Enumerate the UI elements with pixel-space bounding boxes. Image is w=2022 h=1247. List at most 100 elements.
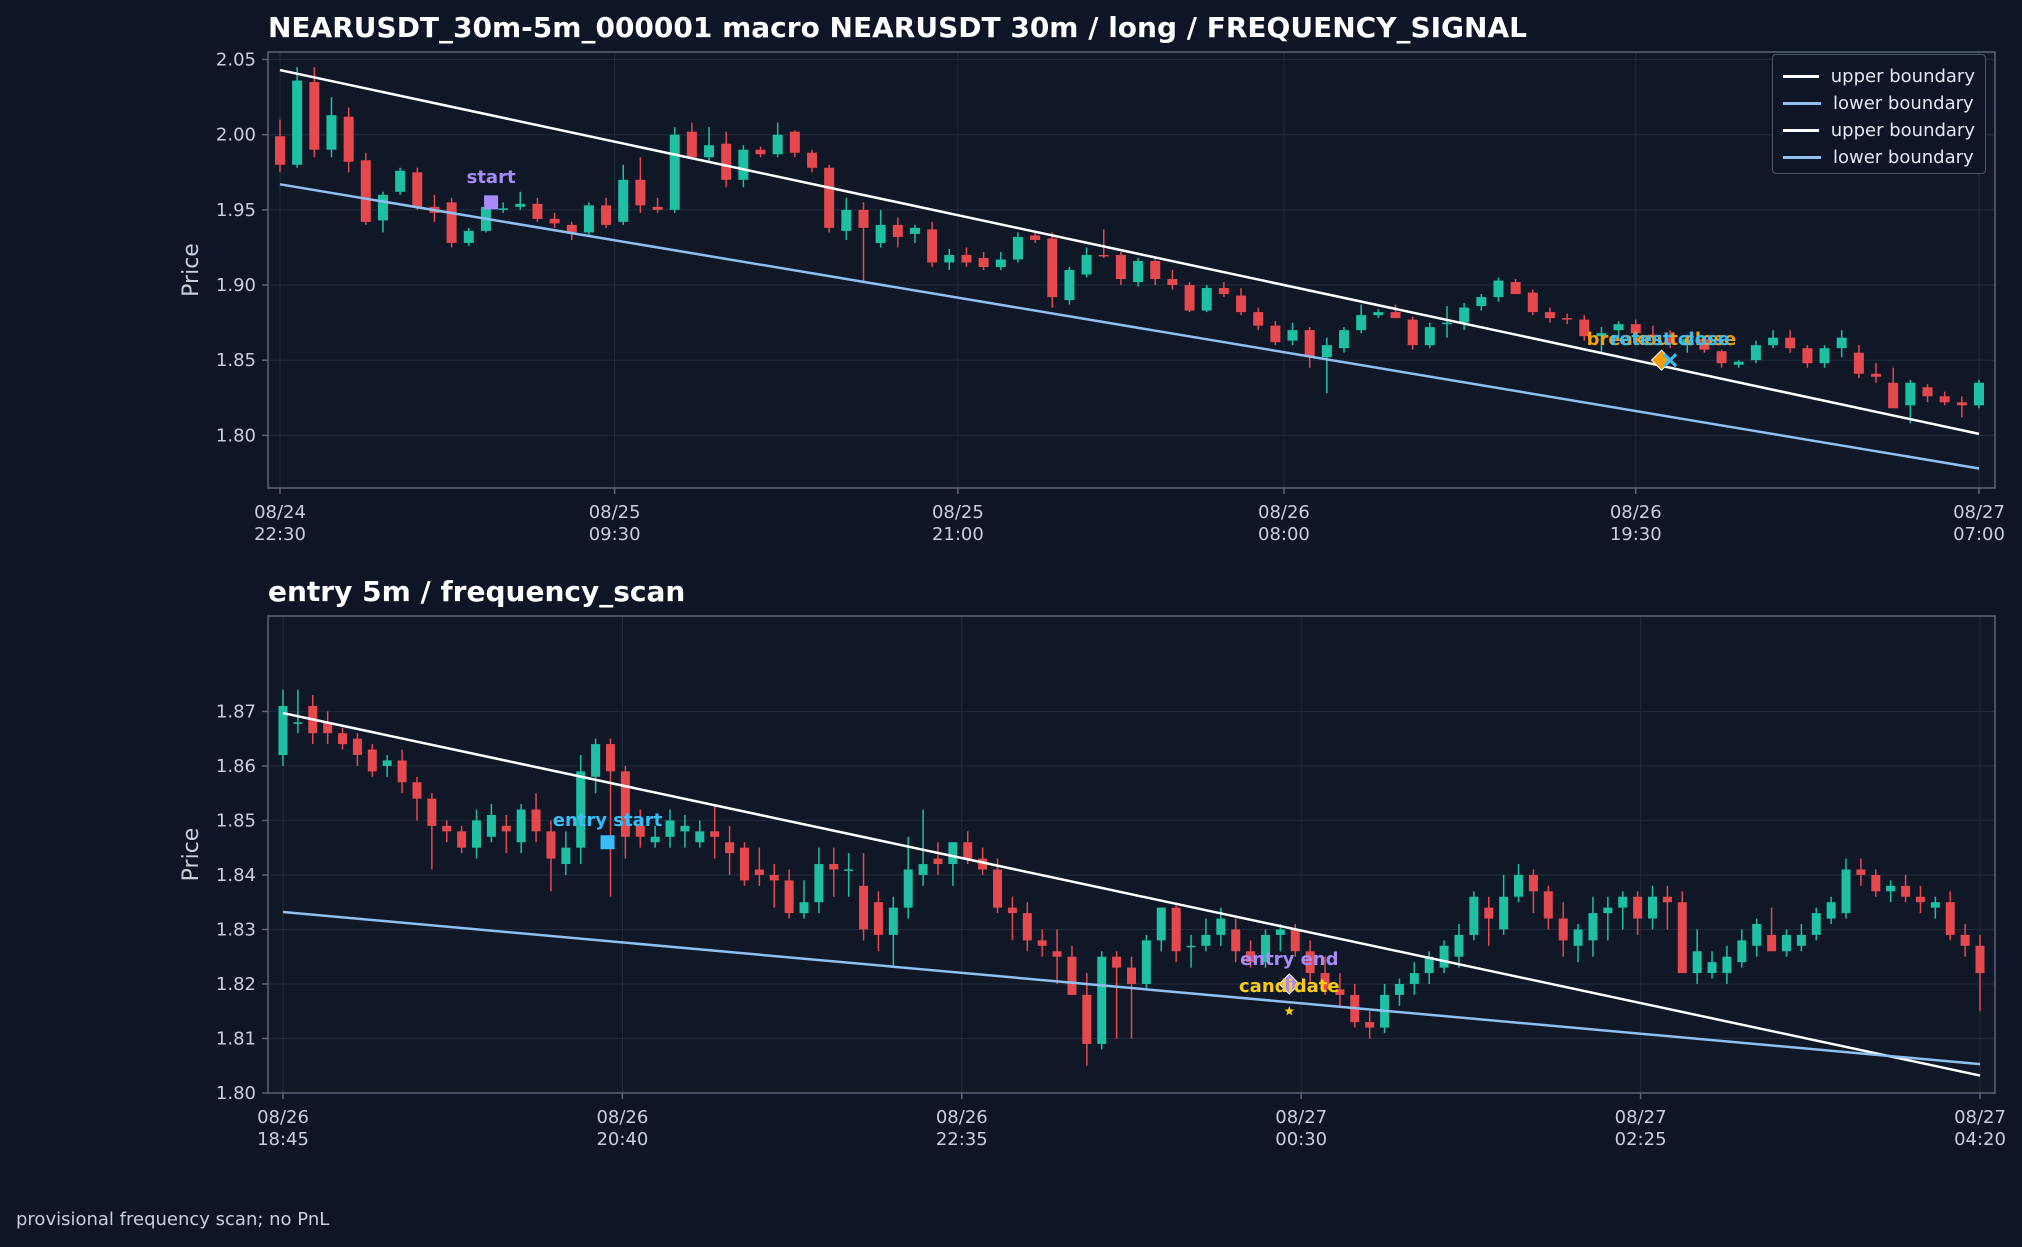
candle-up xyxy=(772,134,783,155)
candle-down xyxy=(754,869,764,875)
candle-up xyxy=(903,869,913,908)
candle-up xyxy=(1841,869,1851,914)
breakout-close-label: breakout close xyxy=(1587,329,1737,350)
x-tick-label: 08/27 07:00 xyxy=(1953,502,2005,545)
candle-up xyxy=(591,744,601,777)
candle-up xyxy=(382,760,392,766)
x-tick-label-line: 07:00 xyxy=(1953,524,2005,545)
candle-down xyxy=(1677,902,1687,974)
x-tick-label: 08/26 22:35 xyxy=(936,1107,988,1150)
candle-down xyxy=(1510,282,1521,295)
x-tick-label: 08/27 04:20 xyxy=(1954,1107,2006,1150)
candle-down xyxy=(1871,373,1882,377)
x-tick-label: 08/24 22:30 xyxy=(254,502,306,545)
x-tick-label: 08/26 18:45 xyxy=(257,1107,309,1150)
candle-up xyxy=(1682,339,1693,346)
candle-up xyxy=(1186,945,1196,948)
x-tick-label-line: 22:30 xyxy=(254,524,306,545)
candle-down xyxy=(769,874,779,881)
x-tick-label-line: 08/26 xyxy=(1610,502,1662,523)
candidate-marker xyxy=(1284,1006,1295,1016)
candle-down xyxy=(1579,319,1590,337)
candle-up xyxy=(1469,896,1479,935)
candle-up xyxy=(1886,885,1896,892)
candle-up xyxy=(1287,330,1298,341)
candle-down xyxy=(1528,874,1538,892)
candle-down xyxy=(1853,352,1864,374)
x-tick-label-line: 08/26 xyxy=(1258,502,1310,523)
y-tick-label: 1.90 xyxy=(216,275,256,296)
candidate-label: candidate xyxy=(1239,976,1340,997)
candle-up xyxy=(1648,896,1658,919)
candle-up xyxy=(918,864,928,875)
candle-down xyxy=(1304,330,1315,358)
candle-up xyxy=(326,115,337,150)
candle-up xyxy=(1394,983,1404,995)
y-tick-label: 2.05 xyxy=(216,50,256,71)
candle-down xyxy=(275,136,285,165)
legend-entry-lower-boundary: lower boundary xyxy=(1783,90,1975,117)
candle-up xyxy=(1750,345,1761,361)
candle-down xyxy=(978,257,989,267)
candle-up xyxy=(472,820,482,848)
candle-up xyxy=(1826,902,1836,919)
candle-down xyxy=(1484,907,1494,919)
candle-up xyxy=(576,771,586,848)
candle-down xyxy=(635,825,645,837)
candle-down xyxy=(1802,348,1813,364)
candle-down xyxy=(1305,951,1315,974)
lower-boundary-line xyxy=(282,910,1981,1066)
candle-up xyxy=(1476,297,1487,307)
candle-up xyxy=(1613,324,1624,331)
candle-up xyxy=(395,170,406,192)
candle-down xyxy=(1127,967,1136,984)
candle-down xyxy=(1665,337,1676,344)
upper-boundary-line xyxy=(279,68,1980,436)
candle-up xyxy=(948,842,958,865)
candle-down xyxy=(1390,312,1401,319)
candle-down xyxy=(532,203,543,219)
candle-up xyxy=(665,820,675,837)
candle-down xyxy=(1716,351,1727,364)
candle-down xyxy=(1956,402,1967,406)
retest-close-label: retest close xyxy=(1610,329,1730,350)
candle-up xyxy=(1097,956,1107,1044)
candle-down xyxy=(1662,896,1672,903)
candle-up xyxy=(1722,956,1732,974)
candle-down xyxy=(927,229,938,263)
y-tick-label: 1.80 xyxy=(216,425,256,446)
candle-down xyxy=(961,254,972,263)
candle-up xyxy=(292,80,303,165)
candle-down xyxy=(652,206,663,210)
candle-up xyxy=(814,864,824,903)
candle-up xyxy=(278,705,288,756)
candle-down xyxy=(963,842,973,859)
candle-up xyxy=(1454,934,1464,957)
candle-down xyxy=(1270,325,1281,343)
candle-down xyxy=(1901,885,1911,897)
candle-down xyxy=(824,167,835,228)
candle-down xyxy=(1407,319,1418,346)
candle-down xyxy=(1922,387,1933,397)
candle-up xyxy=(463,230,474,243)
candle-up xyxy=(1141,940,1151,984)
candle-down xyxy=(1856,869,1866,875)
candle-up xyxy=(1499,896,1509,930)
candle-up xyxy=(888,907,898,935)
candle-up xyxy=(1733,361,1744,365)
candle-down xyxy=(531,809,541,832)
candle-down xyxy=(1630,324,1641,334)
candle-up xyxy=(377,194,388,221)
candle-up xyxy=(293,722,303,724)
chart-title-entry: entry 5m / frequency_scan xyxy=(268,575,686,608)
candle-down xyxy=(1218,288,1229,295)
y-tick-label: 1.95 xyxy=(216,200,256,221)
candle-up xyxy=(486,814,496,837)
candle-up xyxy=(1752,924,1762,946)
candle-up xyxy=(1603,907,1613,914)
x-tick-label: 08/25 09:30 xyxy=(589,502,641,545)
candle-down xyxy=(338,733,348,745)
candle-down xyxy=(620,771,630,837)
candle-down xyxy=(807,152,818,168)
candle-up xyxy=(498,208,509,210)
